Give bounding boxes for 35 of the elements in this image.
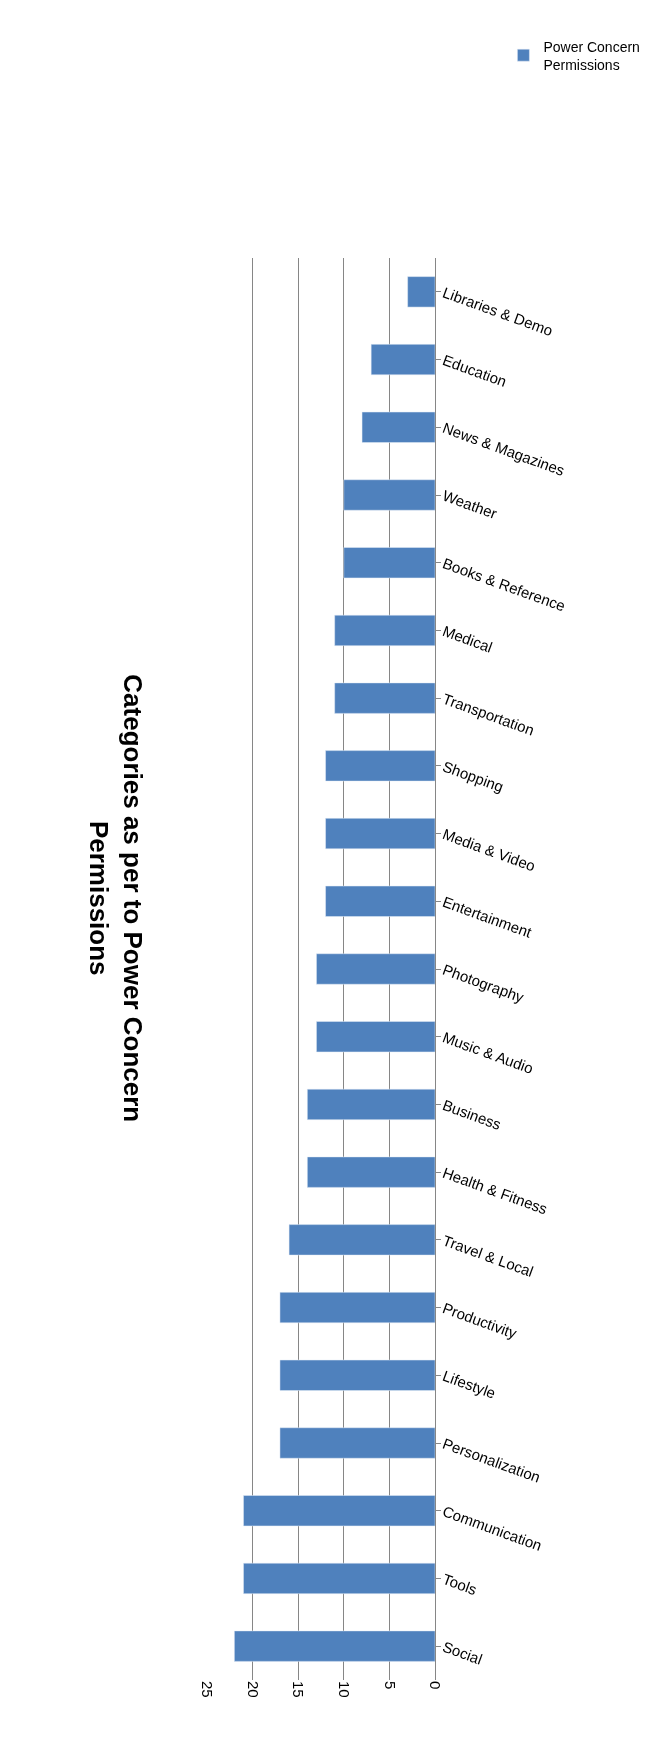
bar xyxy=(307,1156,435,1188)
bar xyxy=(343,479,435,511)
bar xyxy=(325,750,435,782)
bar xyxy=(243,1562,435,1594)
bar xyxy=(343,547,435,579)
bar xyxy=(279,1427,435,1459)
bar xyxy=(407,276,435,308)
bar xyxy=(334,682,435,714)
bar xyxy=(279,1292,435,1324)
legend-label: Power Concern Permissions xyxy=(543,38,640,73)
bar xyxy=(316,953,435,985)
y-tick-label: Music & Audio xyxy=(440,1028,536,1077)
x-tick-label: 5 xyxy=(381,1681,399,1690)
x-tick-label: 20 xyxy=(244,1681,262,1698)
bar xyxy=(288,1224,435,1256)
y-tick-label: Health & Fitness xyxy=(440,1163,550,1218)
bar xyxy=(334,614,435,646)
bar xyxy=(307,1088,435,1120)
x-tick-label: 0 xyxy=(427,1681,445,1690)
bar xyxy=(325,885,435,917)
y-tick-label: Tools xyxy=(440,1570,480,1599)
bar xyxy=(361,411,435,443)
bar xyxy=(370,344,435,376)
bar xyxy=(325,818,435,850)
x-tick-label: 10 xyxy=(335,1681,353,1698)
text: Categories as per to Power Concern Permissions xyxy=(83,674,148,1123)
y-tick-label: Media & Video xyxy=(440,825,538,875)
bar xyxy=(316,1021,435,1053)
y-tick-label: Social xyxy=(440,1637,485,1668)
bar xyxy=(279,1359,435,1391)
x-tick-label: 25 xyxy=(199,1681,217,1698)
bar xyxy=(234,1630,435,1662)
bar xyxy=(243,1495,435,1527)
x-tick-label: 15 xyxy=(290,1681,308,1698)
y-tick-label: Travel & Local xyxy=(440,1231,536,1281)
